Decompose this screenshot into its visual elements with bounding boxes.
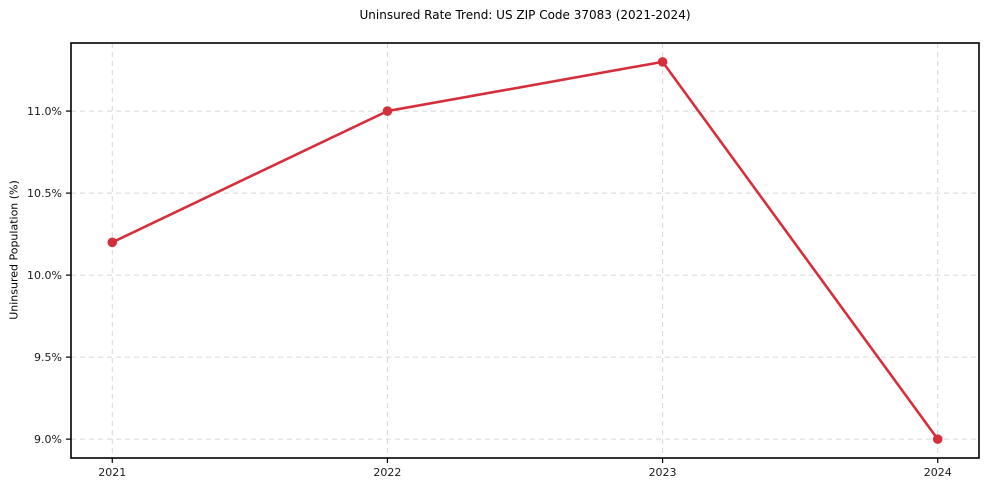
trend-line	[110, 60, 940, 441]
x-tick-label: 2022	[373, 466, 401, 479]
y-tick-label: 9.5%	[34, 351, 62, 364]
data-point-2023	[657, 57, 668, 67]
y-tick-label: 10.5%	[27, 187, 62, 200]
x-tick-label: 2024	[924, 466, 952, 479]
y-tick-label: 10.0%	[27, 269, 62, 282]
chart-title: Uninsured Rate Trend: US ZIP Code 37083 …	[359, 8, 691, 22]
data-point-2021	[107, 237, 118, 248]
data-point-2022	[382, 106, 393, 116]
x-tick-label: 2021	[98, 466, 126, 479]
y-tick-label: 11.0%	[27, 105, 62, 118]
plot-frame	[70, 42, 980, 459]
x-tick-label: 2023	[649, 466, 677, 479]
y-tick-label: 9.0%	[34, 433, 62, 446]
data-point-2024	[932, 434, 943, 444]
